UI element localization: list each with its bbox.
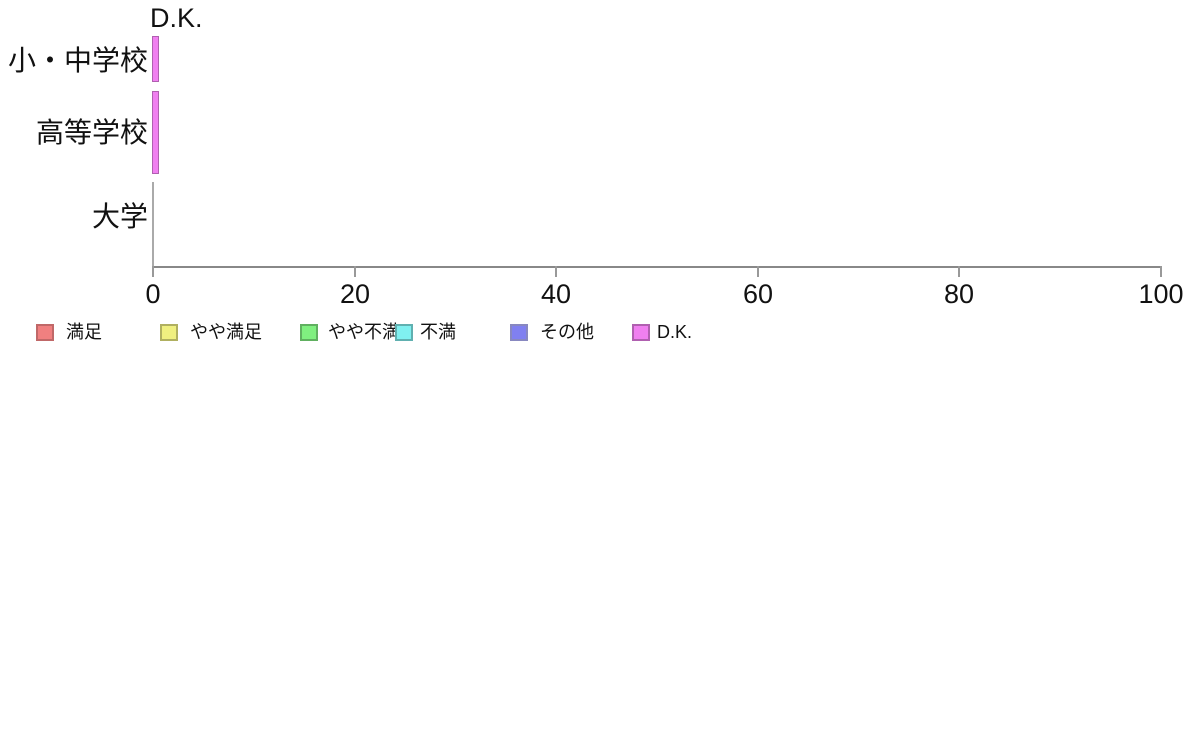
x-axis-tick-label: 20 (339, 279, 371, 309)
x-axis-tick (152, 266, 154, 277)
x-axis-tick (354, 266, 356, 277)
legend-label-やや不満: やや不満 (328, 322, 400, 342)
x-axis-tick (1160, 266, 1162, 277)
category-label: 高等学校 (35, 117, 148, 148)
category-label: 小・中学校 (7, 45, 148, 76)
zero-value-bar-line (152, 182, 154, 266)
bar-segment-D.K. (152, 91, 159, 174)
legend-swatch-その他 (510, 324, 528, 341)
legend-label-やや満足: やや満足 (190, 322, 262, 342)
x-axis-tick-label: 0 (145, 279, 161, 309)
x-axis-tick-label: 60 (742, 279, 774, 309)
x-axis-tick (555, 266, 557, 277)
x-axis-tick-label: 40 (540, 279, 572, 309)
x-axis-line (152, 266, 1162, 268)
legend-swatch-やや満足 (160, 324, 178, 341)
legend-swatch-不満 (395, 324, 413, 341)
legend-label-D.K.: D.K. (657, 322, 693, 342)
dk-data-label: D.K. (150, 3, 203, 33)
legend-swatch-やや不満 (300, 324, 318, 341)
x-axis-tick-label: 80 (943, 279, 975, 309)
x-axis-tick (757, 266, 759, 277)
legend-label-不満: 不満 (420, 322, 456, 342)
legend-swatch-満足 (36, 324, 54, 341)
bar-segment-D.K. (152, 36, 159, 82)
legend-label-その他: その他 (540, 322, 594, 342)
x-axis-tick-label: 100 (1138, 279, 1184, 309)
legend-label-満足: 満足 (66, 322, 102, 342)
x-axis-tick (958, 266, 960, 277)
legend-swatch-D.K. (632, 324, 650, 341)
category-label: 大学 (91, 201, 148, 232)
